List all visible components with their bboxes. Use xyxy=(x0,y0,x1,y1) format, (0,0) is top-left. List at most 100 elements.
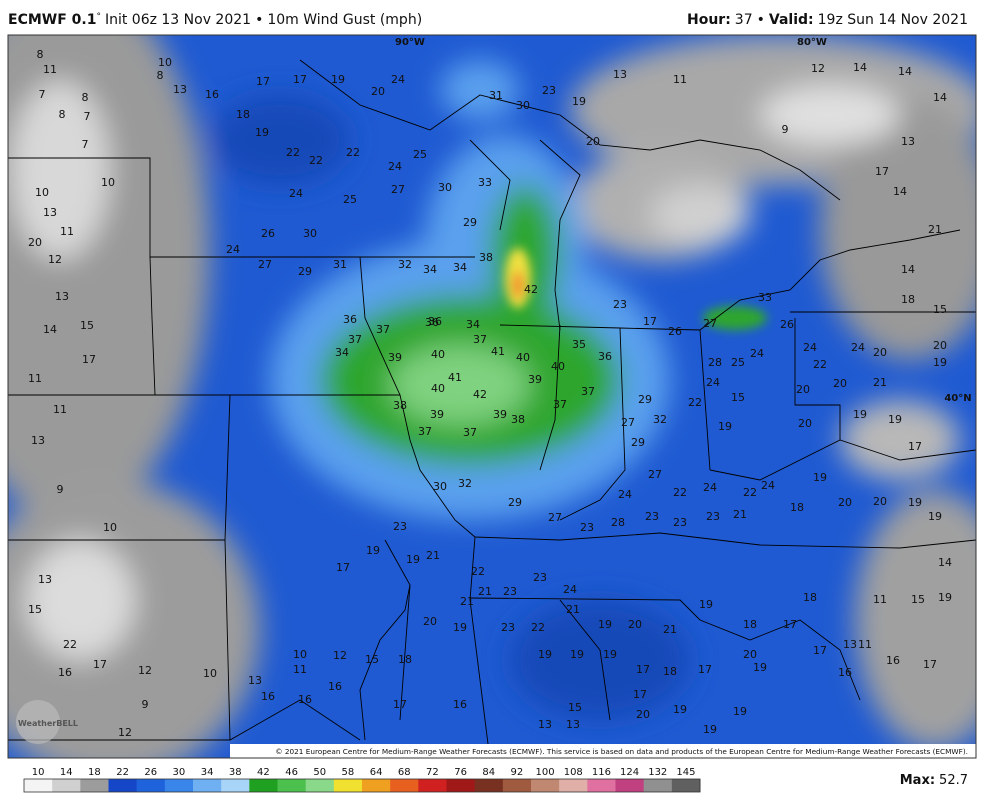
station-value: 22 xyxy=(743,486,757,499)
station-value: 33 xyxy=(758,291,772,304)
station-value: 30 xyxy=(516,99,530,112)
station-value: 37 xyxy=(553,398,567,411)
map-frame xyxy=(7,34,977,759)
station-value: 24 xyxy=(851,341,865,354)
station-value: 23 xyxy=(673,516,687,529)
station-value: 17 xyxy=(293,73,307,86)
station-value: 17 xyxy=(908,440,922,453)
legend-swatch xyxy=(502,779,532,792)
station-value: 19 xyxy=(673,703,687,716)
model: ECMWF 0.1 xyxy=(8,12,96,28)
station-value: 20 xyxy=(586,135,600,148)
station-value: 10 xyxy=(35,186,49,199)
station-value: 29 xyxy=(508,496,522,509)
station-value: 32 xyxy=(653,413,667,426)
station-value: 12 xyxy=(811,62,825,75)
degree: ° xyxy=(96,12,101,22)
station-value: 27 xyxy=(648,468,662,481)
legend-swatch xyxy=(221,779,250,792)
station-value: 11 xyxy=(28,372,42,385)
station-value: 16 xyxy=(328,680,342,693)
station-value: 10 xyxy=(293,648,307,661)
station-value: 18 xyxy=(398,653,412,666)
station-value: 26 xyxy=(668,325,682,338)
station-value: 33 xyxy=(478,176,492,189)
station-value: 14 xyxy=(853,61,867,74)
station-value: 40 xyxy=(516,351,530,364)
station-value: 36 xyxy=(343,313,357,326)
station-value: 19 xyxy=(938,591,952,604)
copyright-box xyxy=(230,744,976,758)
station-value: 36 xyxy=(598,350,612,363)
station-value: 8 xyxy=(59,108,66,121)
station-value: 21 xyxy=(566,603,580,616)
station-value: 10 xyxy=(101,176,115,189)
station-value: 13 xyxy=(38,573,52,586)
station-value: 37 xyxy=(463,426,477,439)
legend-tick-label: 46 xyxy=(285,767,298,778)
station-value: 23 xyxy=(706,510,720,523)
station-value: 25 xyxy=(731,356,745,369)
station-value: 22 xyxy=(286,146,300,159)
station-value: 10 xyxy=(103,521,117,534)
valid: 19z Sun 14 Nov 2021 xyxy=(818,12,968,28)
station-value: 24 xyxy=(703,481,717,494)
station-value: 20 xyxy=(28,236,42,249)
station-value: 37 xyxy=(376,323,390,336)
station-value: 11 xyxy=(858,638,872,651)
station-value: 20 xyxy=(873,495,887,508)
station-value: 9 xyxy=(142,698,149,711)
station-value: 19 xyxy=(908,496,922,509)
station-value: 38 xyxy=(511,413,525,426)
station-value: 16 xyxy=(261,690,275,703)
legend-swatch xyxy=(277,779,307,792)
legend-tick-label: 50 xyxy=(313,767,326,778)
station-value: 23 xyxy=(542,84,556,97)
station-value: 22 xyxy=(471,565,485,578)
station-value: 23 xyxy=(580,521,594,534)
station-value: 11 xyxy=(43,63,57,76)
legend-swatch xyxy=(418,779,447,792)
legend-tick-label: 64 xyxy=(370,767,383,778)
station-value: 14 xyxy=(938,556,952,569)
station-value: 19 xyxy=(453,621,467,634)
station-value: 28 xyxy=(611,516,625,529)
station-value: 20 xyxy=(743,648,757,661)
legend-tick-label: 72 xyxy=(426,767,439,778)
station-value: 17 xyxy=(633,688,647,701)
legend-tick-label: 58 xyxy=(342,767,355,778)
map-labels: 90°W 80°W 40°N xyxy=(395,37,972,404)
station-value: 16 xyxy=(205,88,219,101)
station-value: 18 xyxy=(663,665,677,678)
station-value: 41 xyxy=(491,345,505,358)
station-value: 38 xyxy=(393,399,407,412)
station-value: 15 xyxy=(731,391,745,404)
station-value: 39 xyxy=(493,408,507,421)
legend-tick-label: 30 xyxy=(173,767,186,778)
station-value: 19 xyxy=(603,648,617,661)
station-value: 17 xyxy=(82,353,96,366)
station-value: 13 xyxy=(31,434,45,447)
legend-tick-label: 116 xyxy=(592,767,611,778)
station-value: 13 xyxy=(843,638,857,651)
legend-swatch xyxy=(305,779,335,792)
legend-swatch xyxy=(446,779,476,792)
station-value: 19 xyxy=(813,471,827,484)
station-value: 18 xyxy=(901,293,915,306)
station-value: 22 xyxy=(813,358,827,371)
station-value: 19 xyxy=(572,95,586,108)
station-value: 14 xyxy=(893,185,907,198)
station-value: 24 xyxy=(618,488,632,501)
legend-swatch xyxy=(193,779,222,792)
station-value: 42 xyxy=(473,388,487,401)
legend-tick-label: 84 xyxy=(482,767,495,778)
init: Init 06z 13 Nov 2021 xyxy=(105,12,251,28)
station-value: 20 xyxy=(833,377,847,390)
legend-swatch xyxy=(559,779,588,792)
copyright: © 2021 European Centre for Medium-Range … xyxy=(275,747,968,756)
station-value: 14 xyxy=(43,323,57,336)
station-value: 21 xyxy=(873,376,887,389)
legend-swatch xyxy=(671,779,701,792)
station-value: 26 xyxy=(780,318,794,331)
